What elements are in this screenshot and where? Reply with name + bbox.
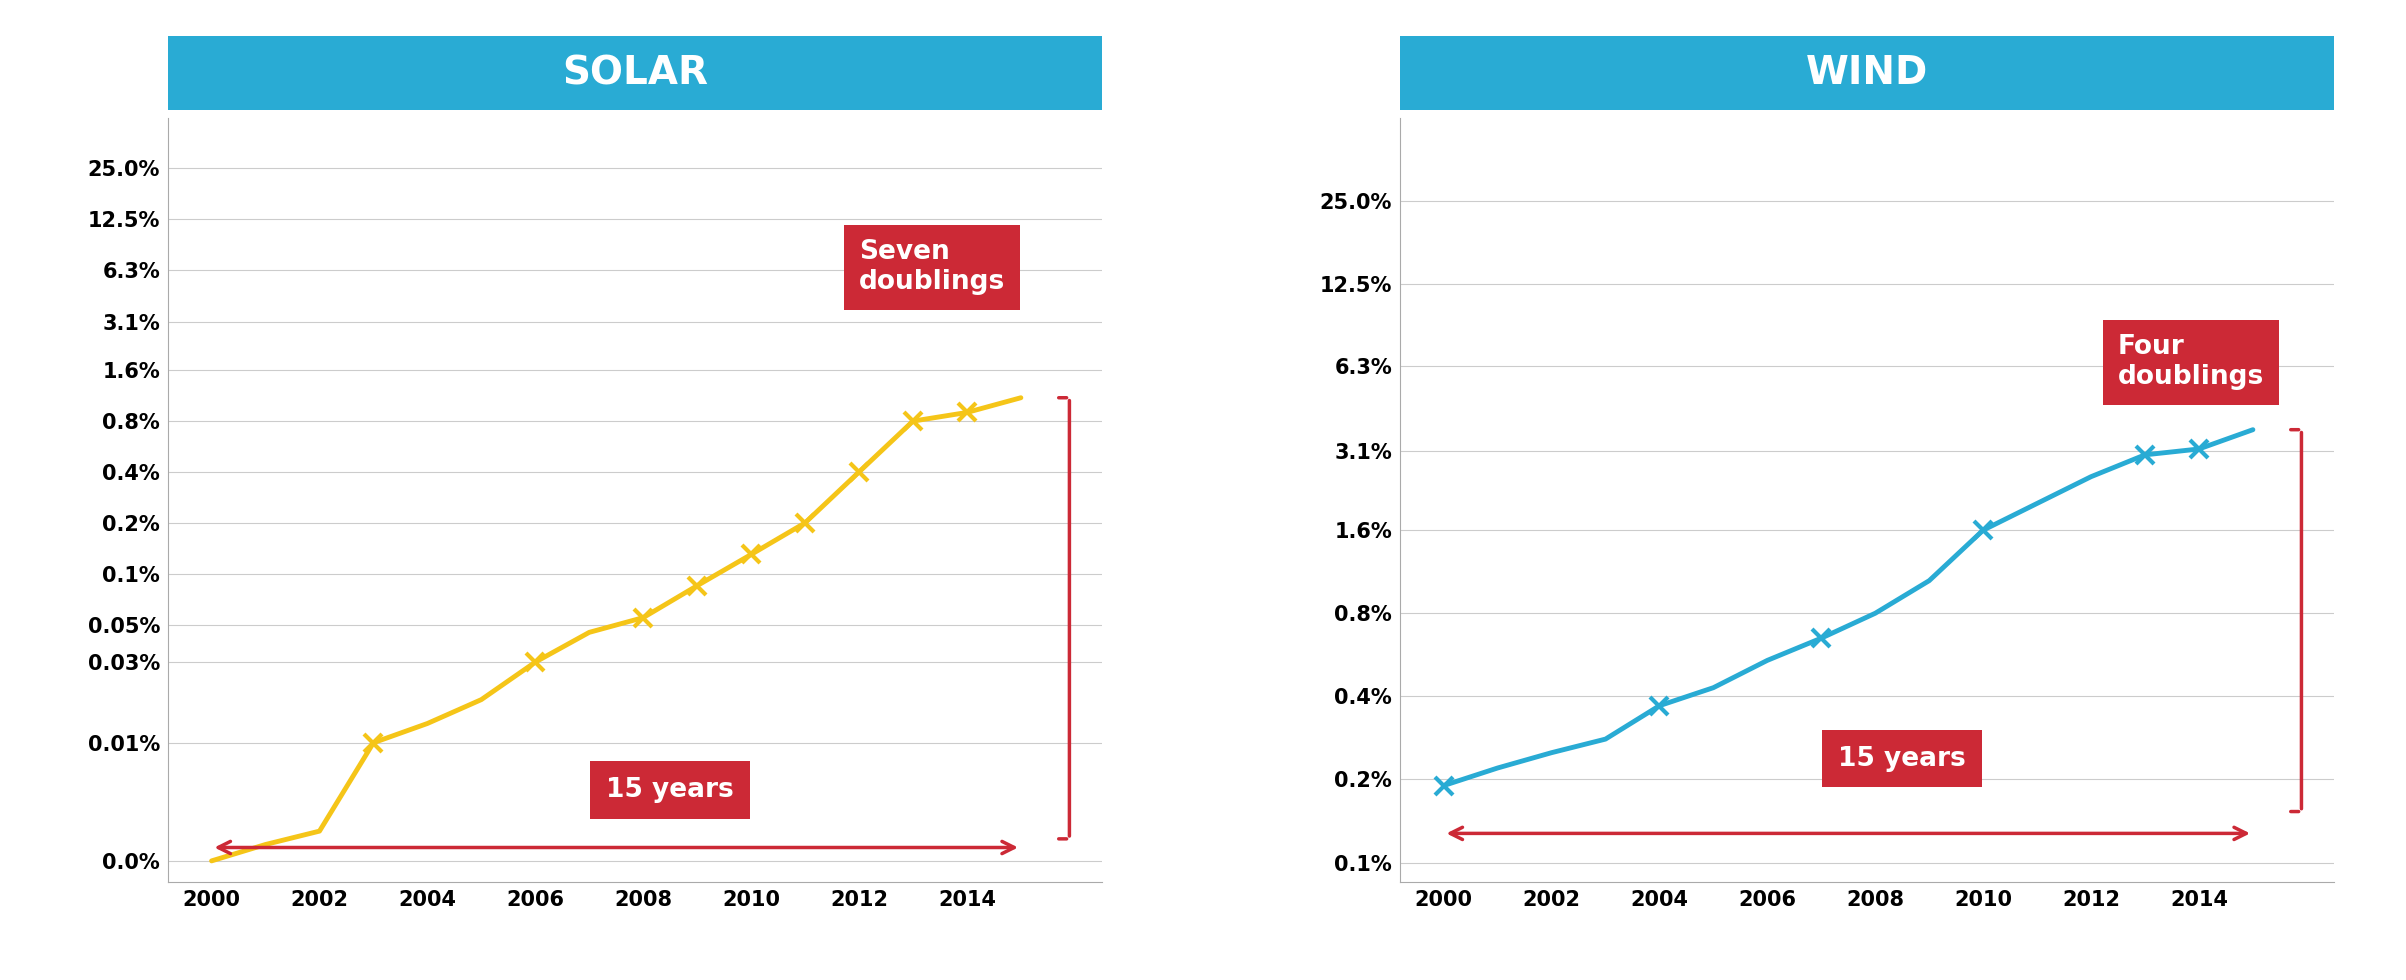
Text: WIND: WIND — [1807, 54, 1927, 92]
Text: Four
doublings: Four doublings — [2117, 334, 2264, 390]
Text: SOLAR: SOLAR — [563, 54, 707, 92]
Text: Seven
doublings: Seven doublings — [859, 239, 1006, 295]
Text: 15 years: 15 years — [1838, 746, 1966, 771]
Text: 15 years: 15 years — [606, 777, 734, 803]
